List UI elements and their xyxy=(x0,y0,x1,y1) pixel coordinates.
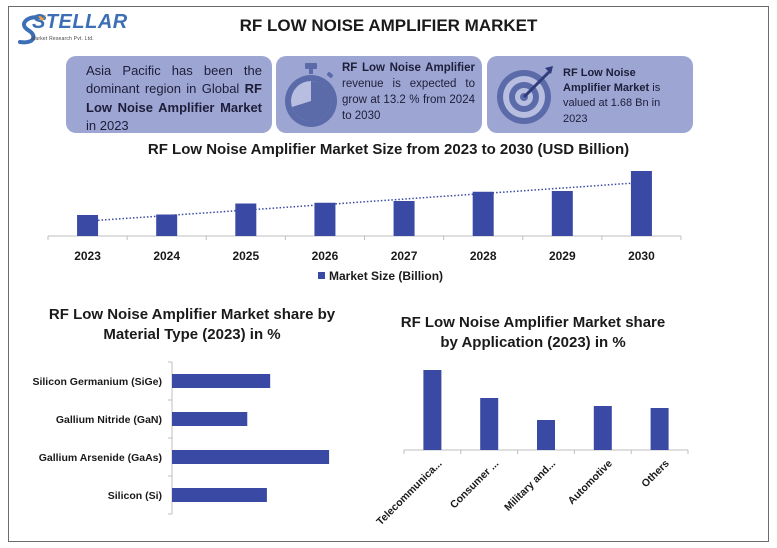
x-tick-label: Telecommunica... xyxy=(374,458,444,528)
x-tick-label: 2023 xyxy=(74,249,101,263)
application-chart-title: RF Low Noise Amplifier Market share by A… xyxy=(400,314,666,352)
legend-swatch xyxy=(318,272,325,279)
region-text: Asia Pacific has been the dominant regio… xyxy=(86,63,262,134)
stopwatch-icon xyxy=(285,63,337,127)
bar-2027 xyxy=(393,201,415,236)
y-tick-label: Silicon (Si) xyxy=(108,490,162,502)
bar-2026 xyxy=(314,202,336,236)
x-tick-label: Consumer ... xyxy=(448,458,502,512)
bar-2023 xyxy=(77,215,99,236)
bar-application xyxy=(423,370,442,450)
bar-2029 xyxy=(551,191,573,236)
trendline xyxy=(87,181,642,222)
x-tick-label: Automotive xyxy=(566,458,615,507)
page-title: RF LOW NOISE AMPLIFIER MARKET xyxy=(239,16,538,35)
bar-2024 xyxy=(156,214,178,236)
region-card: Asia Pacific has been the dominant regio… xyxy=(66,56,272,133)
material-chart-title: RF Low Noise Amplifier Market share by M… xyxy=(48,306,336,344)
target-icon xyxy=(497,66,553,124)
legend-label: Market Size (Billion) xyxy=(329,269,443,283)
x-tick-label: Military and... xyxy=(502,458,558,514)
bar-material xyxy=(172,412,248,426)
growth-card: RF Low Noise Amplifier revenue is expect… xyxy=(276,56,482,133)
stellar-logo xyxy=(14,10,114,50)
growth-text: RF Low Noise Amplifier revenue is expect… xyxy=(342,62,475,122)
x-tick-label: 2028 xyxy=(470,249,497,263)
bar-application xyxy=(537,420,555,450)
stellar-swoosh-icon xyxy=(18,15,46,45)
bar-2025 xyxy=(235,203,257,236)
x-tick-label: 2025 xyxy=(232,249,259,263)
x-tick-label: 2026 xyxy=(312,249,339,263)
bar-material xyxy=(172,374,271,388)
bar-application xyxy=(650,408,669,450)
value-text: RF Low Noise Amplifier Market is valued … xyxy=(563,67,661,125)
value-card: RF Low Noise Amplifier Market is valued … xyxy=(487,56,693,133)
market-size-chart-title: RF Low Noise Amplifier Market Size from … xyxy=(147,141,630,158)
x-tick-label: 2027 xyxy=(391,249,418,263)
bar-2030 xyxy=(630,171,652,236)
bar-material xyxy=(172,488,267,502)
bar-2028 xyxy=(472,191,494,236)
brand-tagline: Market Research Pvt. Ltd. xyxy=(31,36,94,42)
bar-application xyxy=(593,406,612,450)
x-tick-label: 2030 xyxy=(628,249,655,263)
x-tick-label: Others xyxy=(639,458,672,491)
x-tick-label: 2024 xyxy=(153,249,180,263)
bar-material xyxy=(172,450,330,464)
bar-application xyxy=(480,398,499,450)
x-tick-label: 2029 xyxy=(549,249,576,263)
y-tick-label: Silicon Germanium (SiGe) xyxy=(32,376,162,388)
brand-name: STELLAR xyxy=(32,11,128,33)
y-tick-label: Gallium Nitride (GaN) xyxy=(56,414,162,426)
y-tick-label: Gallium Arsenide (GaAs) xyxy=(39,452,162,464)
